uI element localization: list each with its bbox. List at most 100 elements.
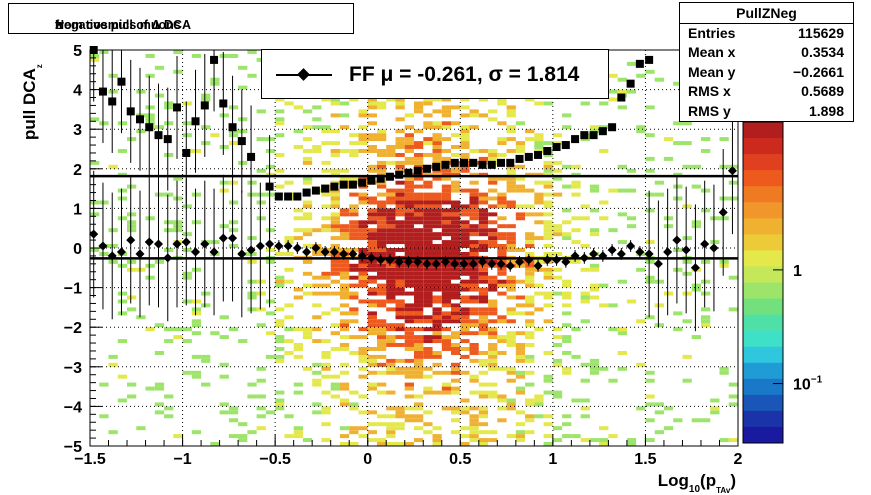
heatmap-cell — [312, 327, 322, 332]
heatmap-cell — [478, 394, 489, 399]
heatmap-cell — [302, 200, 313, 205]
heatmap-cell — [497, 319, 507, 324]
heatmap-cell — [423, 137, 433, 142]
heatmap-cell — [608, 327, 618, 332]
heatmap-cell — [210, 442, 220, 446]
heatmap-cell — [404, 188, 414, 193]
heatmap-cell — [515, 212, 526, 217]
heatmap-cell — [469, 307, 479, 312]
sigma-point — [422, 164, 431, 173]
heatmap-cell — [247, 291, 257, 296]
heatmap-cell — [469, 204, 479, 209]
heatmap-cell — [562, 366, 572, 371]
heatmap-cell — [395, 220, 405, 225]
heatmap-cell — [191, 149, 202, 153]
heatmap-cell — [525, 244, 535, 248]
heatmap-cell — [321, 204, 331, 209]
heatmap-cell — [154, 386, 165, 391]
heatmap-cell — [339, 125, 350, 130]
heatmap-cell — [404, 386, 414, 391]
heatmap-cell — [451, 248, 461, 252]
heatmap-cell — [367, 137, 377, 142]
heatmap-cell — [395, 343, 405, 347]
heatmap-cell — [543, 101, 553, 106]
heatmap-cell — [302, 271, 313, 276]
heatmap-cell — [182, 121, 192, 126]
heatmap-cell — [562, 232, 572, 237]
heatmap-cell — [534, 192, 544, 197]
heatmap-cell — [506, 113, 516, 118]
mean-point — [181, 237, 191, 247]
heatmap-cell — [414, 315, 424, 320]
heatmap-cell — [386, 295, 396, 300]
heatmap-cell — [515, 386, 526, 391]
heatmap-cell — [367, 145, 377, 149]
heatmap-cell — [534, 196, 544, 201]
heatmap-cell — [497, 121, 507, 126]
heatmap-cell — [302, 137, 313, 142]
heatmap-cell — [543, 184, 553, 189]
heatmap-cell — [599, 366, 609, 371]
heatmap-cell — [432, 156, 442, 161]
heatmap-cell — [460, 252, 470, 256]
legend-text: FF μ = -0.261, σ = 1.814 — [349, 63, 580, 86]
heatmap-cell — [562, 370, 572, 375]
heatmap-cell — [515, 279, 526, 284]
heatmap-cell — [478, 192, 489, 197]
heatmap-cell — [673, 172, 683, 177]
heatmap-cell — [488, 438, 498, 443]
heatmap-cell — [608, 89, 618, 94]
mean-point — [579, 253, 589, 263]
heatmap-cell — [404, 236, 414, 241]
heatmap-cell — [358, 347, 368, 351]
heatmap-cell — [377, 347, 387, 351]
heatmap-cell — [497, 200, 507, 205]
heatmap-cell — [460, 347, 470, 351]
sigma-point — [385, 172, 394, 181]
stats-row: RMS y 1.898 — [688, 102, 844, 119]
heatmap-cell — [358, 279, 368, 284]
title-subscript: z — [55, 18, 62, 32]
heatmap-cell — [423, 113, 433, 118]
heatmap-cell — [460, 354, 470, 359]
heatmap-cell — [441, 319, 452, 324]
heatmap-cell — [543, 271, 553, 276]
heatmap-cell — [377, 232, 387, 237]
heatmap-cell — [562, 113, 572, 118]
heatmap-cell — [219, 402, 229, 407]
heatmap-cell — [478, 430, 489, 435]
heatmap-cell — [312, 125, 322, 130]
sigma-point — [571, 135, 580, 144]
heatmap-cell — [386, 188, 396, 193]
heatmap-cell — [90, 248, 100, 252]
heatmap-cell — [256, 200, 266, 205]
heatmap-cell — [441, 275, 452, 280]
heatmap-cell — [552, 358, 563, 363]
heatmap-cell — [414, 200, 424, 205]
heatmap-cell — [525, 271, 535, 276]
heatmap-cell — [571, 172, 581, 177]
heatmap-cell — [525, 382, 535, 387]
heatmap-cell — [238, 438, 248, 443]
heatmap-cell — [506, 398, 516, 403]
heatmap-cell — [728, 275, 738, 280]
heatmap-cell — [367, 133, 377, 138]
heatmap-cell — [719, 438, 729, 443]
heatmap-cell — [589, 228, 600, 233]
heatmap-cell — [562, 434, 572, 439]
heatmap-cell — [617, 279, 627, 284]
heatmap-cell — [312, 291, 322, 296]
heatmap-cell — [525, 279, 535, 284]
heatmap-cell — [358, 149, 368, 153]
mean-point — [718, 207, 728, 217]
heatmap-cell — [460, 283, 470, 288]
heatmap-cell — [164, 101, 174, 106]
heatmap-cell — [302, 327, 313, 332]
heatmap-cell — [432, 311, 442, 316]
heatmap-cell — [386, 430, 396, 435]
heatmap-cell — [506, 279, 516, 284]
heatmap-cell — [136, 267, 146, 272]
heatmap-cell — [395, 267, 405, 272]
heatmap-cell — [673, 267, 683, 272]
heatmap-cell — [414, 366, 424, 371]
